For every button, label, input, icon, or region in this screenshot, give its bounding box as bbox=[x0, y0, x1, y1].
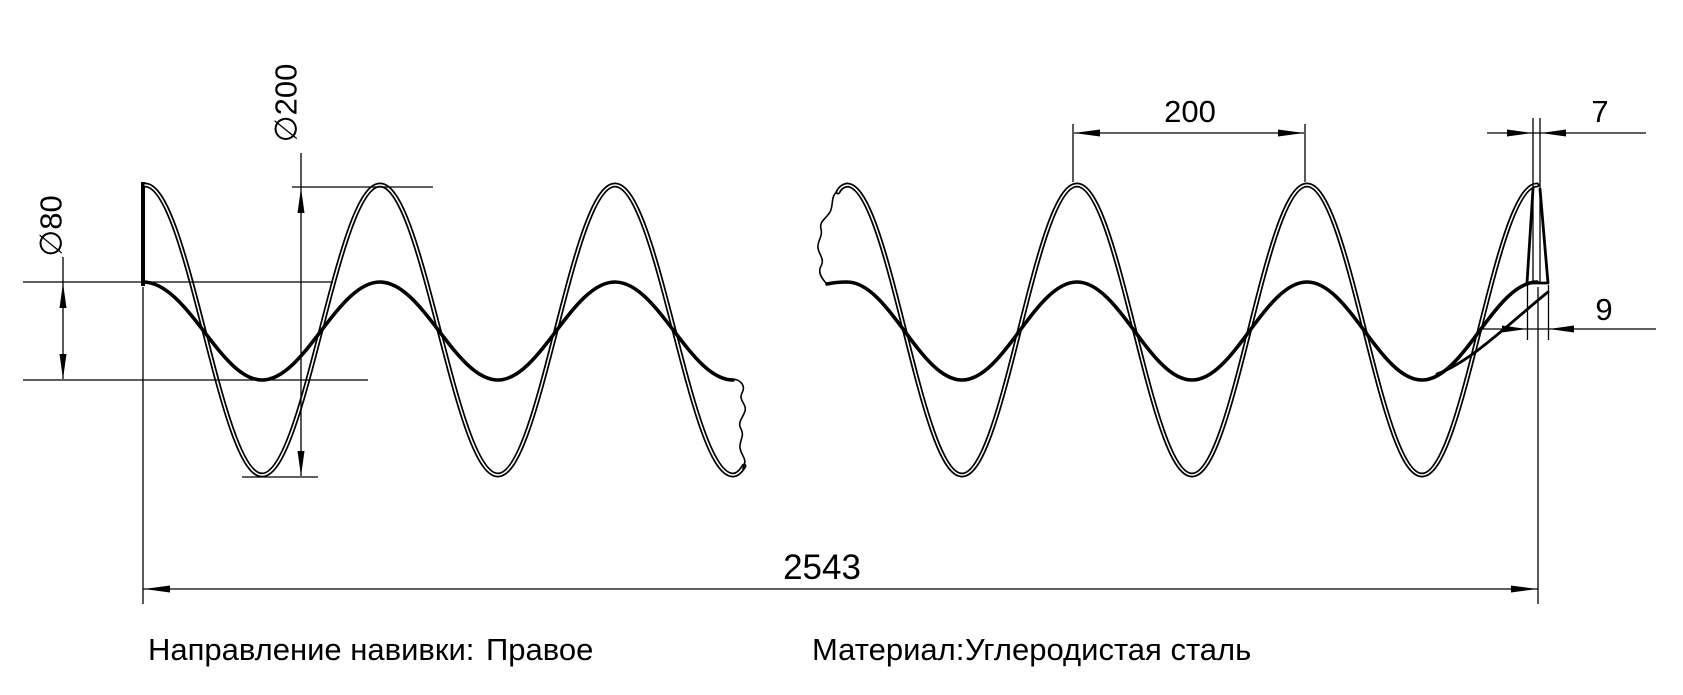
outer-flight-wave-core bbox=[837, 184, 1538, 476]
outer-flight-wave-core bbox=[144, 184, 745, 476]
material-label: Материал: bbox=[812, 632, 964, 667]
dim-inner-diameter: ∅80 bbox=[23, 195, 368, 381]
outer-diameter-label: ∅200 bbox=[269, 64, 304, 143]
arrowhead bbox=[1541, 129, 1566, 137]
notes: Направление навивки: Правое Материал: Уг… bbox=[148, 632, 1251, 667]
break-line-left bbox=[732, 378, 747, 470]
right-spiral-segment bbox=[817, 182, 1550, 478]
arrowhead bbox=[1074, 129, 1100, 137]
arrowhead bbox=[1502, 325, 1527, 333]
arrowhead bbox=[1507, 129, 1532, 137]
break-line-right bbox=[817, 190, 839, 285]
dim-inner-thickness: 9 bbox=[1480, 285, 1656, 340]
outer-flight-wave bbox=[142, 182, 747, 478]
dimension-lines bbox=[1487, 118, 1646, 283]
pitch-label: 200 bbox=[1164, 94, 1216, 129]
arrowhead bbox=[59, 283, 67, 308]
dimension-lines bbox=[142, 287, 1539, 604]
inner-diameter-label: ∅80 bbox=[34, 195, 69, 257]
arrowhead bbox=[1278, 129, 1304, 137]
arrowhead bbox=[59, 354, 67, 379]
inner-core-wave bbox=[825, 280, 1539, 382]
arrowhead bbox=[1549, 325, 1574, 333]
dim-pitch: 200 bbox=[1072, 94, 1306, 182]
inner-core-wave-second-line bbox=[1435, 290, 1550, 376]
inner-core-wave bbox=[141, 280, 735, 382]
dim-overall-length: 2543 bbox=[142, 287, 1539, 604]
winding-direction-value: Правое bbox=[486, 632, 593, 667]
spiral-end-edge bbox=[1525, 187, 1550, 285]
left-spiral-segment bbox=[141, 182, 747, 478]
arrowhead bbox=[1511, 585, 1537, 593]
dim-outer-diameter: ∅200 bbox=[242, 64, 433, 478]
outer-thickness-label: 7 bbox=[1591, 94, 1608, 129]
arrowhead bbox=[297, 188, 305, 213]
overall-length-label: 2543 bbox=[783, 548, 861, 587]
dimension-lines bbox=[242, 153, 433, 478]
dimension-lines bbox=[1072, 124, 1306, 182]
arrowhead bbox=[144, 585, 170, 593]
dim-outer-thickness: 7 bbox=[1487, 94, 1646, 283]
inner-thickness-label: 9 bbox=[1595, 292, 1612, 327]
arrowhead bbox=[297, 451, 305, 476]
outer-flight-wave bbox=[835, 182, 1540, 478]
winding-direction-label: Направление навивки: bbox=[148, 632, 474, 667]
material-value: Углеродистая сталь bbox=[965, 632, 1251, 667]
